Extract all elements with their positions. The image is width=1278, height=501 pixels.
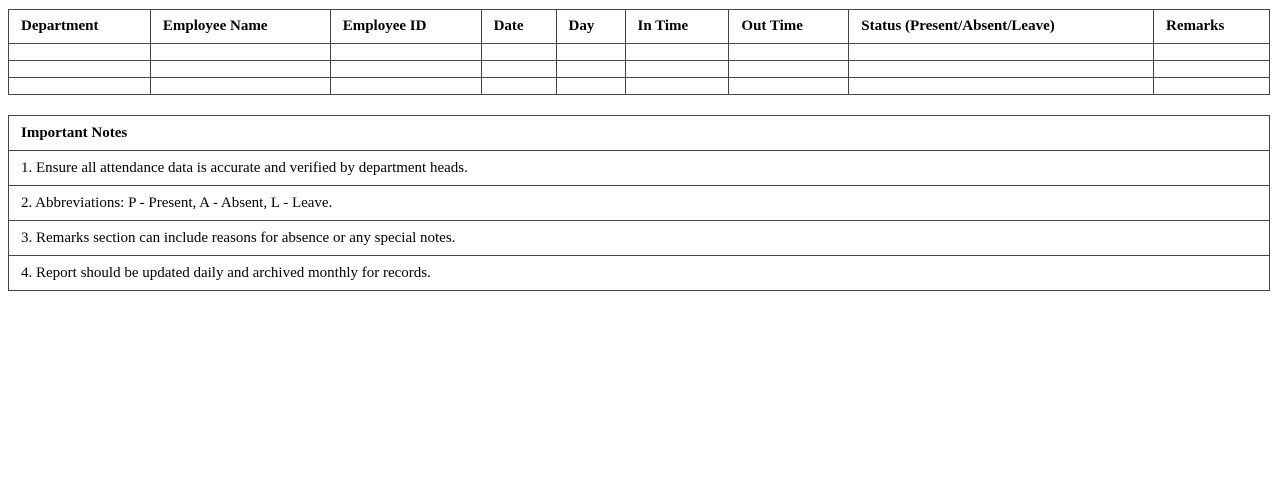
notes-title: Important Notes [8, 115, 1270, 151]
table-cell[interactable] [624, 60, 730, 78]
table-cell[interactable] [1153, 43, 1270, 61]
table-cell[interactable] [555, 60, 626, 78]
table-cell[interactable] [1153, 77, 1270, 95]
table-cell[interactable] [624, 77, 730, 95]
table-cell[interactable] [728, 43, 850, 61]
table-cell[interactable] [8, 43, 151, 61]
table-cell[interactable] [555, 77, 626, 95]
table-row [8, 77, 1270, 95]
column-header: Employee Name [149, 9, 331, 44]
table-cell[interactable] [728, 60, 850, 78]
note-item: 1. Ensure all attendance data is accurat… [8, 150, 1270, 186]
table-row [8, 60, 1270, 78]
table-row [8, 43, 1270, 61]
notes-table: Important Notes 1. Ensure all attendance… [8, 115, 1270, 291]
table-cell[interactable] [728, 77, 850, 95]
column-header: Status (Present/Absent/Leave) [848, 9, 1155, 44]
table-cell[interactable] [1153, 60, 1270, 78]
table-cell[interactable] [329, 43, 482, 61]
table-cell[interactable] [8, 60, 151, 78]
column-header: Day [555, 9, 626, 44]
attendance-table: Department Employee Name Employee ID Date Da… [8, 9, 1270, 95]
table-cell[interactable] [624, 43, 730, 61]
table-cell[interactable] [149, 77, 331, 95]
table-cell[interactable] [848, 43, 1155, 61]
table-cell[interactable] [149, 60, 331, 78]
table-cell[interactable] [329, 77, 482, 95]
column-header: Out Time [728, 9, 850, 44]
table-cell[interactable] [480, 77, 557, 95]
note-item: 3. Remarks section can include reasons f… [8, 220, 1270, 256]
note-item: 2. Abbreviations: P - Present, A - Absen… [8, 185, 1270, 221]
table-cell[interactable] [848, 77, 1155, 95]
table-cell[interactable] [480, 43, 557, 61]
column-header: In Time [624, 9, 730, 44]
column-header: Department [8, 9, 151, 44]
table-cell[interactable] [480, 60, 557, 78]
column-header: Employee ID [329, 9, 482, 44]
column-header: Remarks [1153, 9, 1270, 44]
header-row: Department Employee Name Employee ID Date Da… [8, 9, 1270, 44]
note-item: 4. Report should be updated daily and ar… [8, 255, 1270, 291]
column-header: Date [480, 9, 557, 44]
table-cell[interactable] [8, 77, 151, 95]
table-cell[interactable] [149, 43, 331, 61]
table-cell[interactable] [848, 60, 1155, 78]
table-cell[interactable] [329, 60, 482, 78]
table-cell[interactable] [555, 43, 626, 61]
